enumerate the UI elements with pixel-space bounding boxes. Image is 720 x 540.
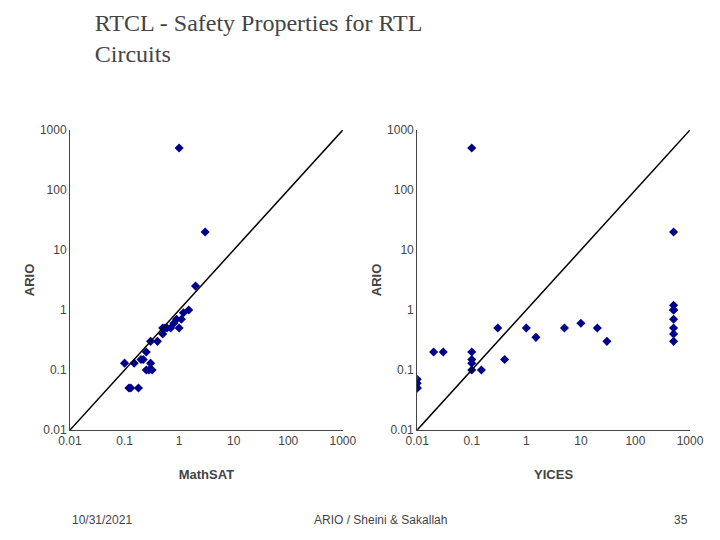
svg-text:0.01: 0.01 xyxy=(43,423,67,437)
svg-text:1: 1 xyxy=(523,434,530,448)
svg-text:1: 1 xyxy=(60,303,67,317)
svg-text:0.1: 0.1 xyxy=(463,434,480,448)
svg-text:ARIO: ARIO xyxy=(22,264,37,297)
svg-text:1000: 1000 xyxy=(40,123,67,137)
svg-text:ARIO: ARIO xyxy=(369,264,384,297)
svg-text:10: 10 xyxy=(574,434,588,448)
svg-text:100: 100 xyxy=(625,434,645,448)
svg-text:0.01: 0.01 xyxy=(390,423,414,437)
svg-text:0.01: 0.01 xyxy=(406,434,430,448)
svg-text:YICES: YICES xyxy=(534,467,573,482)
svg-text:100: 100 xyxy=(394,183,414,197)
svg-text:1000: 1000 xyxy=(329,434,356,448)
svg-text:0.1: 0.1 xyxy=(50,363,67,377)
svg-text:10: 10 xyxy=(53,243,67,257)
svg-text:1000: 1000 xyxy=(677,434,704,448)
svg-text:100: 100 xyxy=(278,434,298,448)
svg-text:1: 1 xyxy=(176,434,183,448)
svg-text:10: 10 xyxy=(227,434,241,448)
svg-text:1000: 1000 xyxy=(387,123,414,137)
svg-text:0.01: 0.01 xyxy=(58,434,82,448)
svg-text:ARIO / Sheini & Sakallah: ARIO / Sheini & Sakallah xyxy=(314,513,447,527)
svg-text:0.1: 0.1 xyxy=(116,434,133,448)
svg-text:35: 35 xyxy=(674,513,688,527)
svg-text:1: 1 xyxy=(407,303,414,317)
svg-text:100: 100 xyxy=(47,183,67,197)
svg-text:0.1: 0.1 xyxy=(397,363,414,377)
svg-text:10/31/2021: 10/31/2021 xyxy=(72,513,132,527)
svg-text:MathSAT: MathSAT xyxy=(179,467,234,482)
svg-text:RTCL - Safety Properties for R: RTCL - Safety Properties for RTLCircuits xyxy=(95,10,423,67)
svg-text:10: 10 xyxy=(400,243,414,257)
